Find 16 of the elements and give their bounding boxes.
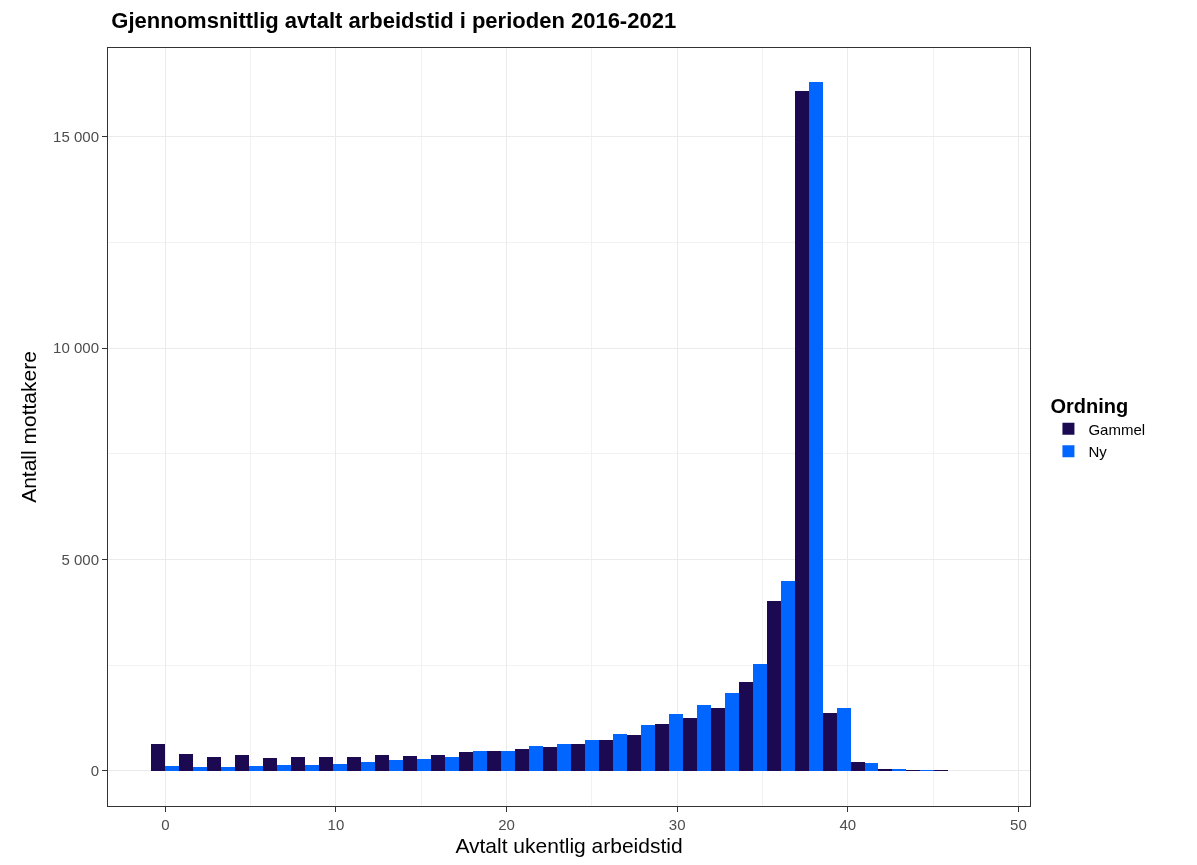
y-tick-label: 5 000	[61, 550, 99, 568]
x-tick-label: 10	[327, 816, 345, 833]
y-tick-label: 15 000	[53, 128, 99, 146]
legend-title: Ordning	[1050, 394, 1129, 417]
legend-label: Ny	[1088, 443, 1108, 461]
y-tick-label: 10 000	[53, 339, 99, 357]
x-tick-label: 30	[668, 816, 686, 833]
x-axis-title: Avtalt ukentlig arbeidstid	[455, 834, 683, 858]
x-tick-label: 0	[161, 816, 170, 833]
x-tick-label: 20	[498, 816, 515, 833]
chart-title: Gjennomsnittlig avtalt arbeidstid i perioden 2016-2021	[111, 8, 677, 34]
y-tick-label: 0	[90, 762, 99, 780]
x-tick-label: 50	[1010, 816, 1027, 833]
y-axis-title: Antall mottakere	[17, 351, 41, 503]
x-tick-label: 40	[839, 816, 857, 833]
legend-label: Gammel	[1088, 420, 1146, 438]
